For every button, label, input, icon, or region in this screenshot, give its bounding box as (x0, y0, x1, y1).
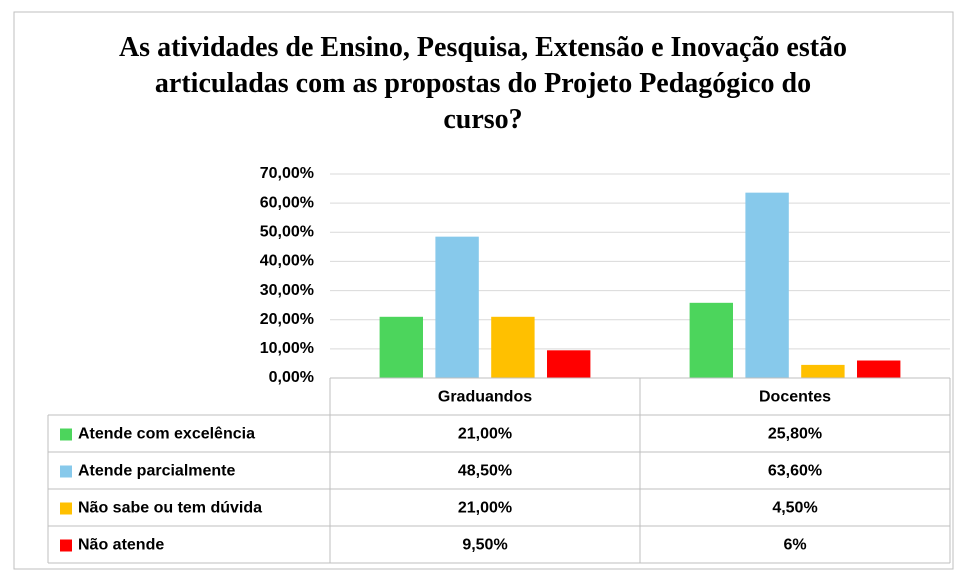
legend-label: Atende parcialmente (78, 463, 235, 480)
bar (689, 302, 733, 378)
bar (491, 316, 535, 378)
y-tick-label: 50,00% (260, 224, 314, 241)
legend-key (60, 539, 72, 552)
bar (745, 192, 789, 378)
x-tick-label: Docentes (759, 389, 831, 406)
table-value: 25,80% (768, 426, 822, 443)
bar (547, 350, 591, 378)
bar (801, 364, 845, 378)
legend-key (60, 428, 72, 441)
table-value: 63,60% (768, 463, 822, 480)
y-tick-label: 20,00% (260, 311, 314, 328)
legend-key (60, 502, 72, 515)
table-value: 21,00% (458, 426, 512, 443)
table-value: 21,00% (458, 500, 512, 517)
chart-title: As atividades de Ensino, Pesquisa, Exten… (118, 32, 848, 135)
x-tick-label: Graduandos (438, 389, 532, 406)
y-tick-label: 60,00% (260, 194, 314, 211)
table-value: 4,50% (772, 500, 817, 517)
bar (857, 360, 901, 378)
legend-key (60, 465, 72, 478)
bar (435, 236, 479, 378)
table-value: 48,50% (458, 463, 512, 480)
y-tick-label: 70,00% (260, 165, 314, 182)
y-tick-label: 40,00% (260, 253, 314, 270)
table-value: 9,50% (462, 537, 507, 554)
legend-label: Não sabe ou tem dúvida (78, 500, 262, 517)
y-tick-label: 10,00% (260, 340, 314, 357)
bar (379, 316, 423, 378)
legend-label: Não atende (78, 537, 164, 554)
y-tick-label: 30,00% (260, 282, 314, 299)
legend-label: Atende com excelência (78, 426, 255, 443)
y-tick-label: 0,00% (269, 369, 314, 386)
table-value: 6% (783, 537, 806, 554)
